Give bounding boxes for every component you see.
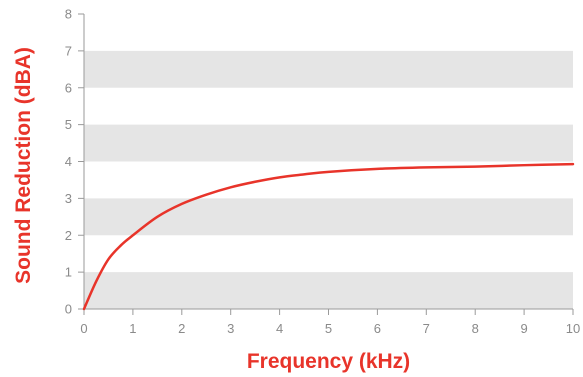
y-tick-label: 6	[65, 80, 72, 95]
y-tick-label: 4	[65, 154, 72, 169]
y-tick-label: 8	[65, 7, 72, 22]
y-tick-label: 5	[65, 117, 72, 132]
x-tick-label: 5	[325, 321, 332, 336]
grid-band	[84, 50, 573, 88]
series-layer	[82, 162, 575, 311]
x-tick-label: 9	[520, 321, 527, 336]
grid-band	[84, 124, 573, 162]
x-tick-label: 8	[472, 321, 479, 336]
x-tick-label: 10	[566, 321, 580, 336]
grid-band	[84, 272, 573, 309]
x-axis-title: Frequency (kHz)	[247, 350, 410, 373]
x-tick-label: 2	[178, 321, 185, 336]
x-tick-label: 3	[227, 321, 234, 336]
x-tick-label: 7	[423, 321, 430, 336]
x-tick-label: 6	[374, 321, 381, 336]
grid-bands	[84, 50, 573, 309]
x-tick-label: 4	[276, 321, 283, 336]
x-tick-label: 0	[80, 321, 87, 336]
y-axis-title: Sound Reduction (dBA)	[12, 47, 35, 284]
series-line	[82, 162, 575, 311]
x-tick-label: 1	[129, 321, 136, 336]
ticks: 0 1 2 3 4 5 6 7 8 0 1 2 3 4 5 6 7 8 9 10	[65, 7, 580, 337]
y-tick-label: 7	[65, 43, 72, 58]
y-tick-label: 3	[65, 191, 72, 206]
y-tick-label: 1	[65, 265, 72, 280]
y-tick-label: 2	[65, 228, 72, 243]
grid-band	[84, 198, 573, 236]
y-tick-label: 0	[65, 302, 72, 317]
